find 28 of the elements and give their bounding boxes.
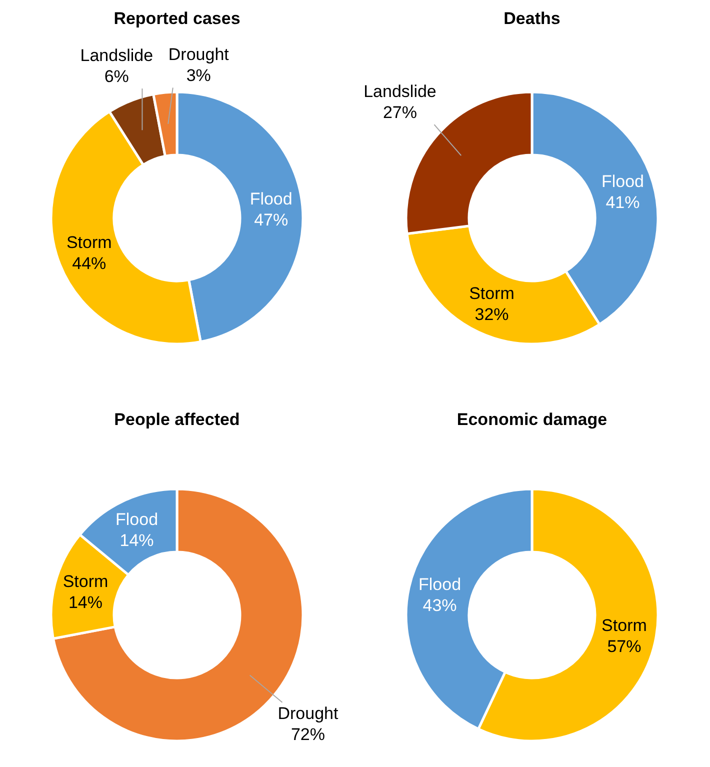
slice-label: Drought [278,704,338,723]
slice-label: Flood [116,510,158,529]
data-label: 3% [186,66,211,86]
slice-label: Flood [418,574,462,594]
slice-label: Drought [168,45,230,64]
slice-label: Landslide [80,46,154,65]
data-label: 47% [254,210,288,230]
slice-label: Storm [602,616,647,636]
data-label: 6% [104,66,129,86]
data-label: 72% [290,724,326,744]
chart-title: Reported cases [114,9,240,28]
data-label: 14% [120,530,154,550]
slice-label: Storm [469,284,514,303]
slice-label: Landslide [364,82,436,102]
slice-label: Flood [601,172,644,192]
chart-title: Economic damage [456,410,608,429]
data-label: 44% [72,254,106,274]
data-label: 27% [382,103,417,122]
slice-label: Flood [250,190,292,209]
data-label: 43% [422,596,457,615]
data-label: 41% [606,193,640,212]
data-label: 14% [68,592,102,612]
data-label: 32% [474,304,509,324]
chart-title: Deaths [504,9,560,28]
slice-label: Storm [62,572,108,591]
chart-title: People affected [114,410,240,429]
slice-label: Storm [66,233,112,252]
data-label: 57% [607,637,642,656]
